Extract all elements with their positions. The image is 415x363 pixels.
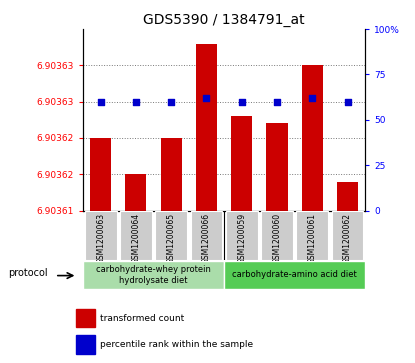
Bar	[231, 116, 252, 211]
FancyBboxPatch shape	[226, 211, 258, 260]
Point	[168, 99, 175, 105]
Bar	[161, 138, 182, 211]
Text: percentile rank within the sample: percentile rank within the sample	[100, 340, 253, 349]
Text: GSM1200061: GSM1200061	[308, 213, 317, 264]
FancyBboxPatch shape	[261, 211, 293, 260]
Bar	[125, 174, 146, 211]
Point	[239, 99, 245, 105]
Point	[309, 95, 316, 101]
FancyBboxPatch shape	[85, 211, 117, 260]
Point	[133, 99, 139, 105]
Text: GSM1200065: GSM1200065	[167, 213, 176, 264]
Bar	[76, 335, 95, 354]
Bar	[337, 182, 358, 211]
Text: carbohydrate-amino acid diet: carbohydrate-amino acid diet	[232, 270, 357, 280]
Text: GSM1200060: GSM1200060	[273, 213, 281, 264]
Bar	[90, 138, 111, 211]
FancyBboxPatch shape	[83, 261, 224, 289]
Bar	[302, 65, 323, 211]
Text: transformed count: transformed count	[100, 314, 184, 323]
Text: GSM1200064: GSM1200064	[132, 213, 140, 264]
Bar	[196, 44, 217, 211]
FancyBboxPatch shape	[155, 211, 187, 260]
Text: GSM1200066: GSM1200066	[202, 213, 211, 264]
FancyBboxPatch shape	[120, 211, 152, 260]
Point	[274, 99, 281, 105]
FancyBboxPatch shape	[224, 261, 365, 289]
Title: GDS5390 / 1384791_at: GDS5390 / 1384791_at	[143, 13, 305, 26]
Bar	[76, 309, 95, 327]
FancyBboxPatch shape	[190, 211, 222, 260]
FancyBboxPatch shape	[332, 211, 364, 260]
Text: carbohydrate-whey protein
hydrolysate diet: carbohydrate-whey protein hydrolysate di…	[96, 265, 211, 285]
Point	[97, 99, 104, 105]
Bar	[266, 123, 288, 211]
Point	[203, 95, 210, 101]
Text: protocol: protocol	[8, 268, 47, 277]
Text: GSM1200062: GSM1200062	[343, 213, 352, 264]
Text: GSM1200063: GSM1200063	[96, 213, 105, 264]
Text: GSM1200059: GSM1200059	[237, 213, 246, 264]
FancyBboxPatch shape	[296, 211, 328, 260]
Point	[344, 99, 351, 105]
